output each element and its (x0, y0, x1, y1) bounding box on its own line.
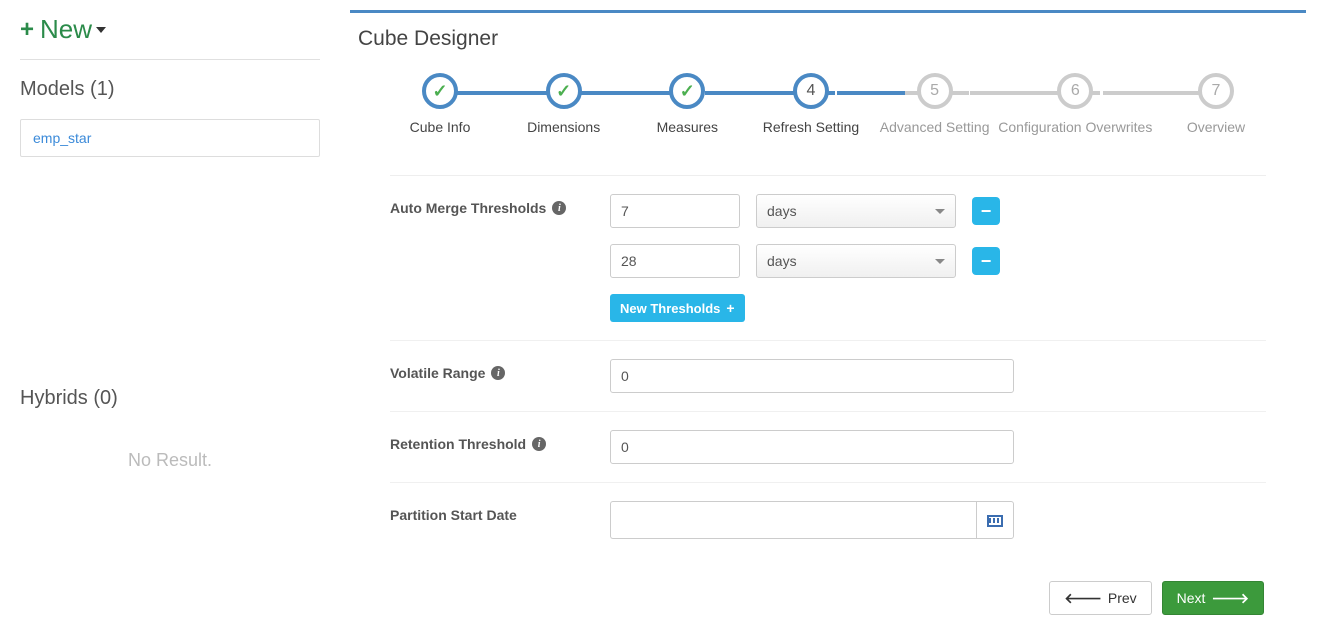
step-label: Advanced Setting (880, 119, 990, 135)
partition-start-date-input[interactable] (610, 501, 976, 539)
step-label: Measures (657, 119, 718, 135)
check-icon: ✓ (556, 81, 571, 102)
step-cube-info[interactable]: ✓ Cube Info (380, 73, 500, 135)
arrow-left-icon: 🡐 (1064, 590, 1102, 607)
step-label: Refresh Setting (763, 119, 860, 135)
check-icon: ✓ (680, 81, 695, 102)
next-button[interactable]: Next 🡒 (1162, 581, 1264, 615)
info-icon[interactable]: i (491, 366, 505, 380)
top-accent-bar (350, 10, 1306, 13)
remove-threshold-button[interactable]: − (972, 197, 1000, 225)
step-label: Configuration Overwrites (998, 119, 1152, 135)
step-measures[interactable]: ✓ Measures (627, 73, 747, 135)
divider (20, 59, 320, 60)
plus-icon: + (20, 16, 34, 44)
partition-start-date-label: Partition Start Date (390, 507, 517, 523)
model-item-emp-star[interactable]: emp_star (20, 119, 320, 157)
step-label: Dimensions (527, 119, 600, 135)
step-number: 6 (1071, 82, 1080, 100)
step-label: Overview (1187, 119, 1245, 135)
retention-threshold-label: Retention Threshold (390, 436, 526, 452)
threshold-value-input[interactable] (610, 244, 740, 278)
step-refresh-setting[interactable]: 4 Refresh Setting (751, 73, 871, 135)
caret-down-icon (96, 27, 106, 33)
calendar-icon (987, 513, 1003, 527)
chevron-down-icon (935, 259, 945, 264)
retention-threshold-input[interactable] (610, 430, 1014, 464)
models-title: Models (1) (20, 78, 320, 101)
info-icon[interactable]: i (532, 437, 546, 451)
step-number: 7 (1212, 82, 1221, 100)
new-button[interactable]: + New (20, 10, 106, 55)
volatile-range-input[interactable] (610, 359, 1014, 393)
threshold-value-input[interactable] (610, 194, 740, 228)
button-label: Next (1177, 590, 1206, 606)
select-value: days (767, 253, 797, 269)
button-label: Prev (1108, 590, 1137, 606)
hybrids-title: Hybrids (0) (20, 387, 320, 410)
plus-icon: + (726, 300, 734, 316)
no-result-text: No Result. (20, 450, 320, 471)
step-number: 5 (930, 82, 939, 100)
step-advanced-setting[interactable]: 5 Advanced Setting (875, 73, 995, 135)
remove-threshold-button[interactable]: − (972, 247, 1000, 275)
step-overview[interactable]: 7 Overview (1156, 73, 1276, 135)
threshold-unit-select[interactable]: days (756, 244, 956, 278)
calendar-button[interactable] (976, 501, 1014, 539)
page-title: Cube Designer (358, 27, 1306, 51)
threshold-unit-select[interactable]: days (756, 194, 956, 228)
new-thresholds-button[interactable]: New Thresholds + (610, 294, 745, 322)
chevron-down-icon (935, 209, 945, 214)
volatile-range-label: Volatile Range (390, 365, 485, 381)
auto-merge-label: Auto Merge Thresholds (390, 200, 546, 216)
check-icon: ✓ (432, 81, 447, 102)
select-value: days (767, 203, 797, 219)
arrow-right-icon: 🡒 (1211, 590, 1249, 607)
step-config-overwrites[interactable]: 6 Configuration Overwrites (998, 73, 1152, 135)
step-progress: ✓ Cube Info ✓ Dimensions ✓ Measures 4 Re… (350, 73, 1306, 135)
step-dimensions[interactable]: ✓ Dimensions (504, 73, 624, 135)
button-label: New Thresholds (620, 301, 720, 316)
step-number: 4 (807, 82, 816, 100)
new-button-label: New (40, 14, 92, 45)
info-icon[interactable]: i (552, 201, 566, 215)
prev-button[interactable]: 🡐 Prev (1049, 581, 1151, 615)
step-label: Cube Info (410, 119, 471, 135)
